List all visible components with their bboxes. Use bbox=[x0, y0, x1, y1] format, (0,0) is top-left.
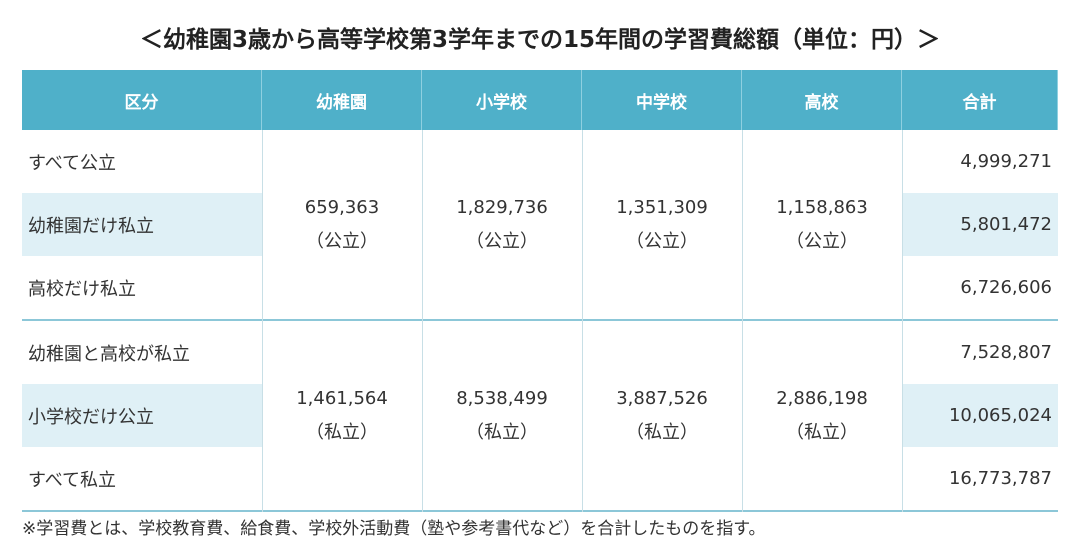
cost-table: 区分 幼稚園 小学校 中学校 高校 合計すべて公立 4,999,271 幼稚園だけ私立 5,80… bbox=[22, 70, 1058, 512]
cost-value: 8,538,499 bbox=[456, 387, 548, 409]
row-label: すべて公立 bbox=[28, 152, 117, 174]
footnote: ※学習費とは、学校教育費、給食費、学校外活動費（塾や参考書代など）を合計したもの… bbox=[22, 519, 766, 539]
cost-type: （公立） bbox=[786, 230, 858, 252]
row-label: 幼稚園だけ私立 bbox=[22, 193, 262, 256]
cost-value: 659,363 bbox=[304, 196, 380, 218]
column-divider bbox=[582, 130, 583, 512]
row-label: 小学校だけ公立 bbox=[22, 384, 262, 447]
cost-type: （公立） bbox=[466, 230, 538, 252]
row-label: すべて私立 bbox=[28, 469, 117, 491]
column-divider bbox=[262, 130, 263, 512]
column-divider bbox=[422, 130, 423, 512]
cost-cell: 8,538,499 （私立） bbox=[422, 321, 582, 510]
cost-cell: 659,363 （公立） bbox=[262, 130, 422, 319]
header-cell: 区分 bbox=[22, 70, 262, 130]
column-divider bbox=[742, 130, 743, 512]
row-total: 10,065,024 bbox=[902, 384, 1058, 447]
header-cell: 幼稚園 bbox=[262, 70, 422, 130]
row-label: 幼稚園と高校が私立 bbox=[28, 343, 190, 365]
cost-type: （公立） bbox=[306, 230, 378, 252]
cost-type: （私立） bbox=[786, 421, 858, 443]
cost-cell: 3,887,526 （私立） bbox=[582, 321, 742, 510]
row-total: 7,528,807 bbox=[960, 342, 1052, 363]
cost-value: 2,886,198 bbox=[776, 387, 868, 409]
cost-cell: 1,829,736 （公立） bbox=[422, 130, 582, 319]
row-total: 5,801,472 bbox=[902, 193, 1058, 256]
cost-type: （私立） bbox=[626, 421, 698, 443]
header-cell: 中学校 bbox=[582, 70, 742, 130]
cost-cell: 1,351,309 （公立） bbox=[582, 130, 742, 319]
cost-type: （私立） bbox=[466, 421, 538, 443]
header-cell: 高校 bbox=[742, 70, 902, 130]
row-total: 16,773,787 bbox=[948, 468, 1052, 489]
cost-type: （公立） bbox=[626, 230, 698, 252]
header-cell: 小学校 bbox=[422, 70, 582, 130]
title: ＜幼稚園3歳から高等学校第3学年までの15年間の学習費総額（単位：円）＞ bbox=[139, 27, 940, 53]
cost-value: 1,351,309 bbox=[616, 196, 708, 218]
cost-cell: 1,461,564 （私立） bbox=[262, 321, 422, 510]
cost-value: 1,158,863 bbox=[776, 196, 868, 218]
cost-type: （私立） bbox=[306, 421, 378, 443]
group-divider bbox=[22, 510, 1058, 512]
header-cell: 合計 bbox=[902, 70, 1058, 130]
cost-value: 1,829,736 bbox=[456, 196, 548, 218]
cost-value: 1,461,564 bbox=[296, 387, 388, 409]
row-label: 高校だけ私立 bbox=[28, 278, 136, 300]
group-divider bbox=[22, 319, 1058, 321]
row-total: 6,726,606 bbox=[960, 277, 1052, 298]
cost-cell: 2,886,198 （私立） bbox=[742, 321, 902, 510]
column-divider bbox=[902, 130, 903, 512]
row-total: 4,999,271 bbox=[960, 151, 1052, 172]
cost-value: 3,887,526 bbox=[616, 387, 708, 409]
cost-cell: 1,158,863 （公立） bbox=[742, 130, 902, 319]
